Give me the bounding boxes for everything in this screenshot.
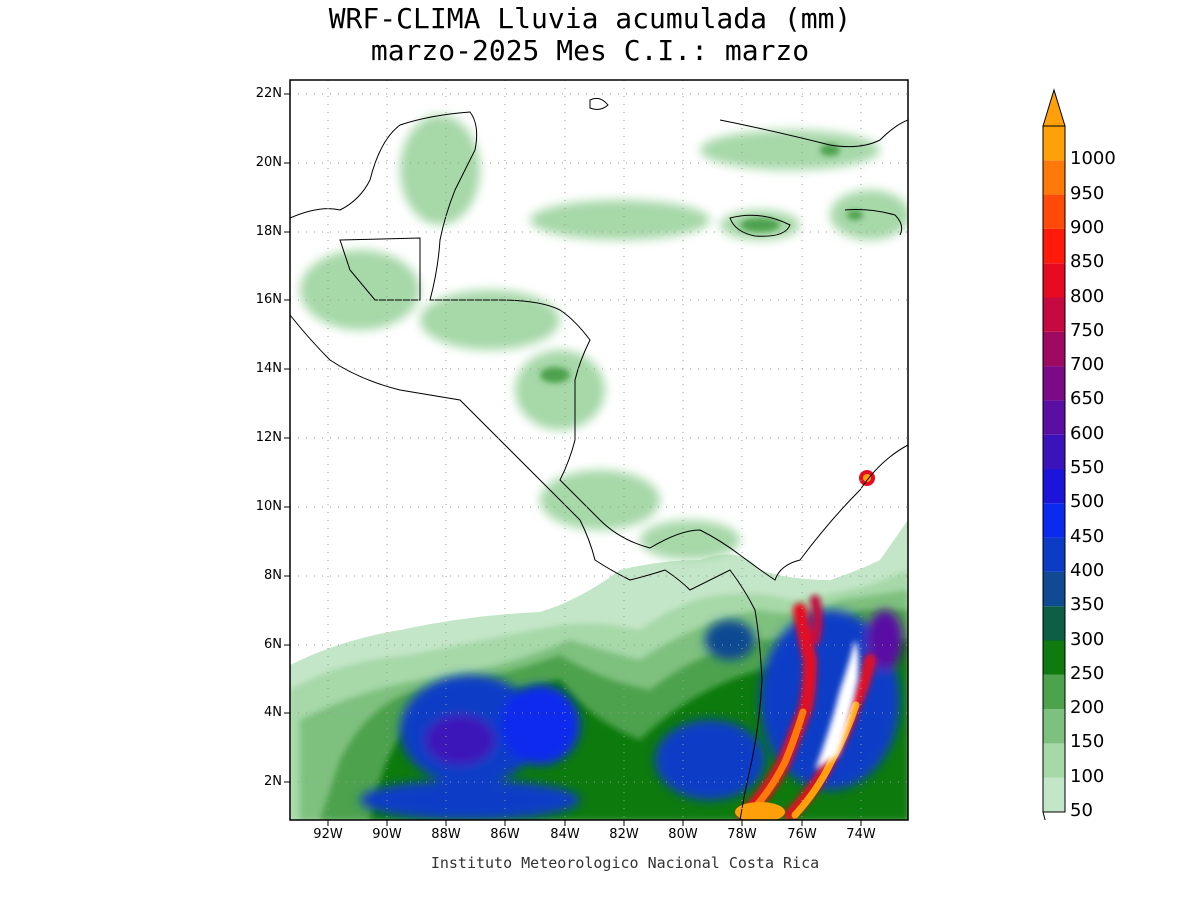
colorbar-swatch [1043, 126, 1065, 161]
lon-tick-label: 92W [313, 827, 343, 842]
colorbar-swatch [1043, 606, 1065, 641]
heavy-rain-streak-3 [810, 595, 823, 645]
green-patch-costarica [540, 470, 660, 530]
colorbar-level-label: 300 [1070, 628, 1105, 650]
purple-core-1 [425, 715, 495, 765]
colorbar-swatch [1043, 743, 1065, 778]
green-patch-honduras [420, 290, 560, 350]
lat-tick-label: 22N [255, 86, 282, 101]
green-patch-nicaragua [515, 350, 605, 430]
colorbar-level-label: 650 [1070, 388, 1105, 410]
blue-core-3 [360, 780, 580, 820]
lat-tick-label: 12N [255, 430, 282, 445]
green-dot-4 [820, 144, 840, 156]
lon-tick-label: 86W [490, 827, 520, 842]
blue-core-2 [500, 685, 580, 765]
colorbar-level-label: 100 [1070, 765, 1105, 787]
lat-tick-label: 20N [255, 155, 282, 170]
lon-tick-label: 82W [609, 827, 639, 842]
colorbar-level-label: 900 [1070, 216, 1105, 238]
colorbar-swatch [1043, 400, 1065, 435]
lon-tick-label: 74W [846, 827, 876, 842]
rainfall-field [290, 80, 908, 820]
green-dot-3 [847, 210, 863, 220]
chart-title-line2: marzo-2025 Mes C.I.: marzo [370, 34, 810, 67]
colorbar-level-label: 350 [1070, 594, 1105, 616]
green-dot-2 [740, 218, 780, 232]
chart-title-line1: WRF-CLIMA Lluvia acumulada (mm) [328, 2, 852, 35]
colorbar [1042, 88, 1066, 820]
lat-tick-label: 6N [264, 637, 282, 652]
colorbar-frame [1042, 125, 1066, 813]
map-frame [289, 79, 909, 821]
tick-marks [284, 93, 862, 826]
green-patch-guatemala [300, 250, 420, 330]
orange-core-3 [735, 802, 785, 820]
orange-core-1 [744, 708, 807, 819]
colorbar-swatch [1043, 228, 1065, 264]
colorbar-swatch [1043, 503, 1065, 538]
colorbar-level-label: 200 [1070, 697, 1105, 719]
colorbar-overflow-arrow [1042, 88, 1066, 127]
orange-core-2 [791, 701, 860, 819]
colorbar-swatch [1043, 469, 1065, 504]
lat-tick-label: 16N [255, 292, 282, 307]
green-patch-yucatan [400, 115, 480, 225]
colorbar-swatch [1043, 263, 1065, 298]
colorbar-swatch [1043, 366, 1065, 401]
colorbar-swatch [1043, 160, 1065, 195]
green-patch-cuba [700, 130, 880, 170]
lon-tick-label: 80W [668, 827, 698, 842]
colorbar-swatch [1043, 674, 1065, 710]
lat-tick-label: 2N [264, 774, 282, 789]
lon-tick-label: 90W [372, 827, 402, 842]
dry-gap [815, 640, 859, 770]
colorbar-level-label: 450 [1070, 525, 1105, 547]
colorbar-level-label: 1000 [1070, 148, 1116, 170]
green-patch-caribbean [530, 200, 710, 240]
colorbar-swatch [1043, 331, 1065, 367]
colorbar-swatch [1043, 777, 1065, 812]
lat-tick-label: 4N [264, 705, 282, 720]
green-dot-1 [540, 367, 570, 383]
colorbar-level-label: 800 [1070, 285, 1105, 307]
colorbar-underflow-tail [1042, 811, 1046, 820]
lat-tick-label: 18N [255, 224, 282, 239]
lon-tick-label: 78W [727, 827, 757, 842]
colorbar-swatch [1043, 709, 1065, 744]
colorbar-level-label: 700 [1070, 354, 1105, 376]
lat-tick-label: 14N [255, 361, 282, 376]
colorbar-swatch [1043, 297, 1065, 332]
colorbar-level-label: 850 [1070, 251, 1105, 273]
green-patch-hispaniola [830, 190, 908, 240]
colorbar-swatch [1043, 640, 1065, 675]
credit-text: Instituto Meteorologico Nacional Costa R… [430, 854, 820, 872]
lon-tick-label: 76W [787, 827, 817, 842]
blue-core-6 [705, 620, 755, 660]
lon-tick-label: 88W [431, 827, 461, 842]
lat-tick-label: 10N [255, 499, 282, 514]
purple-core-2 [867, 610, 903, 670]
colorbar-level-label: 150 [1070, 731, 1105, 753]
colorbar-level-label: 400 [1070, 559, 1105, 581]
colorbar-level-label: 600 [1070, 422, 1105, 444]
colorbar-swatch [1043, 571, 1065, 607]
colorbar-swatch [1043, 434, 1065, 469]
green-patch-panama [640, 520, 740, 560]
blue-core-4 [655, 720, 765, 800]
colorbar-level-label: 500 [1070, 491, 1105, 513]
colorbar-level-label: 550 [1070, 457, 1105, 478]
lon-tick-label: 84W [550, 827, 580, 842]
coastlines [290, 97, 908, 820]
colorbar-swatch [1043, 194, 1065, 229]
colorbar-level-label: 50 [1070, 800, 1093, 821]
graticule [290, 80, 908, 820]
colorbar-level-label: 250 [1070, 662, 1105, 684]
lat-tick-label: 8N [264, 568, 282, 583]
colorbar-level-label: 950 [1070, 182, 1105, 204]
colorbar-level-label: 750 [1070, 319, 1105, 341]
orange-dot-san-andres [863, 474, 871, 482]
colorbar-swatch [1043, 537, 1065, 572]
